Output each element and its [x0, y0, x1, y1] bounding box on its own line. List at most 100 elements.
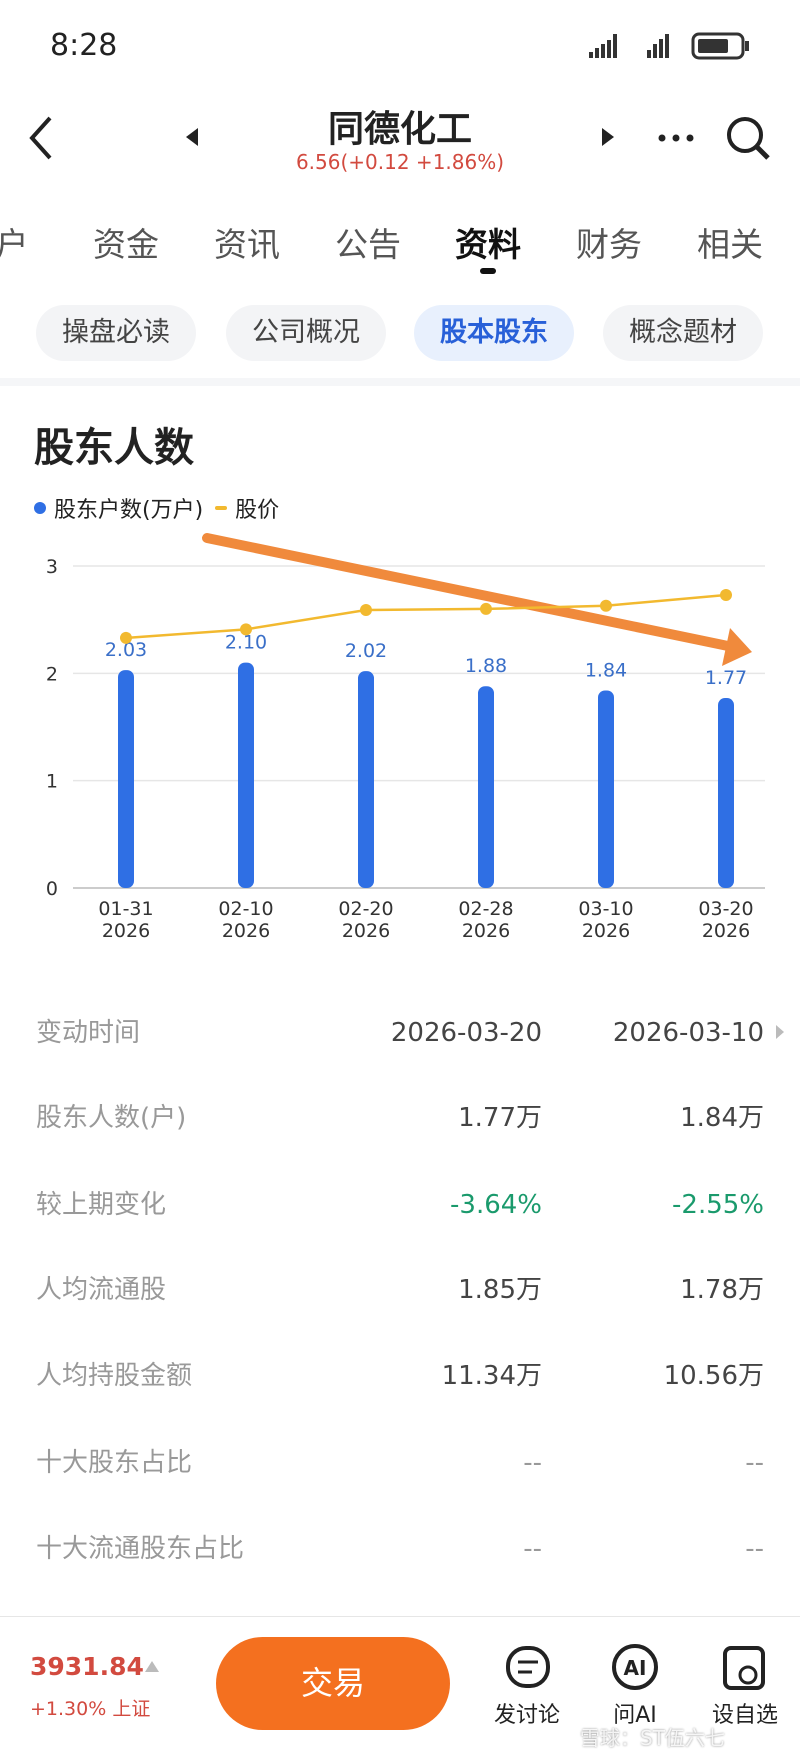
table-cell: 2026-03-10 [612, 1018, 764, 1048]
x-tick-label: 03-10 2026 [578, 898, 634, 942]
table-cell: -2.55% [672, 1190, 764, 1220]
x-tick-label: 03-20 2026 [698, 898, 754, 942]
tab[interactable]: 公告 [335, 225, 401, 264]
sub-tab[interactable]: 公司概况 [226, 305, 386, 361]
table-cell: 1.85万 [458, 1275, 542, 1305]
table-cell: -- [523, 1534, 542, 1564]
x-tick-label: 02-28 2026 [458, 898, 514, 942]
price-line [125, 593, 727, 640]
table-cell: 十大流通股东占比 [36, 1534, 245, 1564]
table-cell: 变动时间 [36, 1018, 141, 1048]
status-icons [589, 32, 749, 60]
index-change: +1.30% 上证 [30, 1698, 151, 1720]
table-row: 较上期变化 -3.64% -2.55% [0, 1185, 800, 1225]
value-label: 1.84 [585, 660, 627, 682]
legend-marker [34, 502, 46, 514]
header-icons [29, 116, 770, 160]
tab-indicator [480, 268, 496, 274]
svg-text:AI: AI [624, 1656, 647, 1680]
sub-tab[interactable]: 概念题材 [603, 305, 763, 361]
y-tick-label: 1 [46, 771, 58, 793]
action-icons: AI [506, 1644, 765, 1690]
tab[interactable]: 户 [0, 225, 29, 264]
trade-button[interactable]: 交易 [216, 1637, 450, 1730]
chart: 0 1 2 3 2.03 2.10 2.02 1.88 1.84 1.77 [46, 533, 765, 900]
stock-name: 同德化工 [327, 109, 472, 150]
status-time: 8:28 [50, 28, 118, 63]
more-button[interactable] [658, 134, 694, 142]
divider [0, 378, 800, 386]
value-label: 1.88 [465, 655, 507, 677]
table-row: 人均流通股 1.85万 1.78万 [0, 1270, 800, 1310]
bar [238, 662, 254, 888]
action-label[interactable]: 发讨论 [493, 1703, 560, 1728]
value-label: 1.77 [705, 667, 747, 689]
annotation-arrow [202, 533, 733, 651]
y-tick-label: 2 [46, 663, 58, 685]
table-cell: 人均持股金额 [36, 1361, 193, 1391]
x-tick-label: 02-10 2026 [218, 898, 274, 942]
sub-tab[interactable]: 操盘必读 [36, 305, 196, 361]
legend-marker [215, 506, 228, 510]
table-cell: 较上期变化 [36, 1190, 167, 1220]
value-label: 2.02 [345, 640, 387, 662]
table-row: 十大流通股东占比 -- -- [0, 1529, 800, 1569]
table-cell: 11.34万 [441, 1361, 542, 1391]
stock-quote: 6.56(+0.12 +1.86%) [295, 150, 505, 174]
table-header: 变动时间 2026-03-20 2026-03-10 [0, 1013, 800, 1053]
watermark: 雪球：ST伍六七 [580, 1726, 725, 1750]
index-value[interactable]: 3931.84 [30, 1652, 144, 1681]
table-cell: 2026-03-20 [390, 1018, 542, 1048]
table-cell: -3.64% [450, 1190, 542, 1220]
price-point [720, 588, 732, 601]
table-cell: -- [523, 1448, 542, 1478]
x-tick-label: 01-31 2026 [98, 898, 154, 942]
table-cell: 股东人数(户) [36, 1103, 187, 1133]
table-row: 人均持股金额 11.34万 10.56万 [0, 1356, 800, 1396]
table-row: 股东人数(户) 1.77万 1.84万 [0, 1098, 800, 1138]
table-cell: -- [745, 1448, 764, 1478]
value-label: 2.03 [105, 639, 147, 661]
price-point [600, 599, 612, 612]
sub-tab-active[interactable]: 股本股东 [414, 305, 574, 361]
more-arrow [776, 1025, 784, 1039]
tab-active[interactable]: 资料 [455, 225, 521, 264]
price-point [240, 623, 252, 636]
tab[interactable]: 资讯 [214, 225, 280, 264]
legend: 股东户数(万户) 股价 [34, 492, 279, 524]
bar [358, 671, 374, 888]
up-icon [145, 1661, 159, 1672]
price-point [120, 631, 132, 644]
table-cell: 1.78万 [680, 1275, 764, 1305]
bar [118, 670, 134, 888]
price-point [360, 604, 372, 617]
search-button[interactable] [727, 117, 770, 160]
bar [478, 686, 494, 888]
tab[interactable]: 财务 [576, 225, 642, 264]
action-label[interactable]: 设自选 [711, 1703, 778, 1728]
table-row: 十大股东占比 -- -- [0, 1443, 800, 1483]
table-cell: -- [745, 1534, 764, 1564]
chart-title: 股东人数 [34, 425, 194, 471]
table-cell: 1.77万 [458, 1103, 542, 1133]
bar [718, 698, 734, 888]
annotation-arrowhead [722, 628, 752, 666]
y-tick-label: 3 [46, 556, 58, 578]
value-label: 2.10 [225, 632, 267, 654]
next-stock[interactable] [602, 128, 614, 146]
tab[interactable]: 相关 [697, 225, 763, 264]
table-cell: 10.56万 [663, 1361, 764, 1391]
action-label[interactable]: 问AI [613, 1703, 657, 1728]
legend-label: 股价 [235, 498, 280, 523]
x-tick-label: 02-20 2026 [338, 898, 394, 942]
legend-label: 股东户数(万户) [54, 498, 204, 523]
table-cell: 十大股东占比 [36, 1448, 193, 1478]
back-button[interactable] [29, 116, 52, 160]
bar [598, 690, 614, 888]
price-point [480, 602, 492, 615]
table-cell: 人均流通股 [36, 1275, 167, 1305]
tab[interactable]: 资金 [93, 225, 159, 264]
table-cell: 1.84万 [680, 1103, 764, 1133]
prev-stock[interactable] [186, 128, 198, 146]
